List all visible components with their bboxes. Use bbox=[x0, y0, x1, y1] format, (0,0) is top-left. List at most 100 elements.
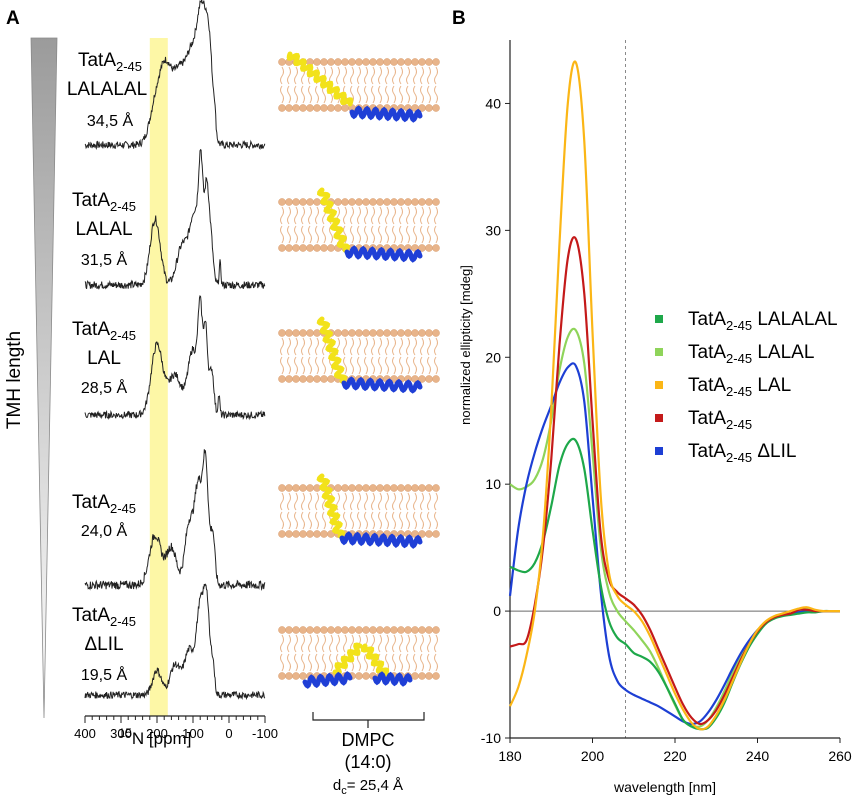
legend-swatch-0 bbox=[655, 315, 663, 323]
lipid-tail bbox=[434, 225, 438, 244]
lipid-tail bbox=[378, 634, 382, 653]
lipid-head bbox=[432, 530, 440, 538]
lipid-head bbox=[348, 58, 356, 66]
lipid-tail bbox=[427, 634, 431, 653]
cd-y-axis-label: normalized ellipticity [mdeg] bbox=[458, 265, 473, 425]
lipid-head bbox=[292, 484, 300, 492]
lipid-tail bbox=[287, 634, 291, 653]
lipid-head bbox=[425, 530, 433, 538]
amphipathic-helix bbox=[349, 105, 423, 123]
lipid-tail bbox=[308, 492, 312, 511]
cd-series-3 bbox=[509, 236, 840, 726]
lipid-tail bbox=[287, 356, 291, 375]
lipid-head bbox=[313, 329, 321, 337]
cd-series-0 bbox=[509, 437, 840, 731]
panel-b-label: B bbox=[452, 8, 466, 29]
lipid-head bbox=[404, 198, 412, 206]
row-0-variant: LALALAL bbox=[67, 79, 147, 100]
lipid-tail bbox=[350, 492, 354, 511]
lipid-tail bbox=[406, 206, 410, 225]
lipid-tail bbox=[343, 337, 347, 356]
lipid-tail bbox=[294, 337, 298, 356]
lipid-head bbox=[418, 672, 426, 680]
lipid-tail bbox=[329, 634, 333, 653]
lipid-head bbox=[376, 626, 384, 634]
lipid-tail bbox=[399, 511, 403, 530]
legend-swatch-4 bbox=[655, 447, 663, 455]
lipid-head bbox=[320, 58, 328, 66]
lipid-tail bbox=[357, 356, 361, 375]
lipid-tail bbox=[427, 492, 431, 511]
lipid-tail bbox=[420, 634, 424, 653]
nmr-tick-label: -100 bbox=[252, 726, 278, 741]
lipid-tail bbox=[315, 85, 319, 104]
lipid-head bbox=[320, 626, 328, 634]
lipid-tail bbox=[434, 492, 438, 511]
lipid-tail bbox=[287, 206, 291, 225]
lipid-head bbox=[334, 58, 342, 66]
lipid-tail bbox=[378, 206, 382, 225]
lipid-head bbox=[278, 104, 286, 112]
nmr-spectrum-1 bbox=[84, 148, 266, 291]
legend-label-4: TatA2-45 ΔLIL bbox=[688, 441, 796, 465]
lipid-head bbox=[313, 530, 321, 538]
lipid-tail bbox=[399, 634, 403, 653]
lipid-head bbox=[390, 484, 398, 492]
lipid-tail bbox=[385, 356, 389, 375]
lipid-head bbox=[292, 198, 300, 206]
cd-axes: -10 0 10 20 30 40 180 200 220 240 260 bbox=[481, 40, 852, 764]
lipid-tail bbox=[301, 225, 305, 244]
lipid-head bbox=[432, 484, 440, 492]
lipid-tail bbox=[413, 634, 417, 653]
lipid-tail bbox=[294, 492, 298, 511]
cd-y-tick-label: 20 bbox=[485, 349, 501, 365]
lipid-head bbox=[411, 198, 419, 206]
lipid-head bbox=[432, 58, 440, 66]
lipid-tail bbox=[364, 653, 368, 672]
lipid-tail bbox=[343, 634, 347, 653]
highlight-band bbox=[149, 38, 168, 716]
lipid-tail bbox=[399, 337, 403, 356]
lipid-head bbox=[411, 626, 419, 634]
lipid-tail bbox=[406, 85, 410, 104]
lipid-tail bbox=[385, 511, 389, 530]
lipid-tail bbox=[294, 653, 298, 672]
membrane-0 bbox=[278, 51, 440, 123]
lipid-head bbox=[418, 484, 426, 492]
lipid-head bbox=[341, 198, 349, 206]
lipid-head bbox=[292, 244, 300, 252]
cd-lines bbox=[508, 60, 840, 731]
lipid-tail bbox=[427, 85, 431, 104]
lipid-tail bbox=[420, 492, 424, 511]
lipid-head bbox=[278, 329, 286, 337]
lipid-tail bbox=[287, 225, 291, 244]
lipid-head bbox=[425, 329, 433, 337]
lipid-tail bbox=[294, 66, 298, 85]
lipid-tail bbox=[434, 85, 438, 104]
lipid-head bbox=[404, 329, 412, 337]
lipid-head bbox=[285, 626, 293, 634]
lipid-tail bbox=[427, 653, 431, 672]
lipid-head bbox=[285, 244, 293, 252]
lipid-head bbox=[362, 329, 370, 337]
lipid-tail bbox=[287, 511, 291, 530]
lipid-head bbox=[383, 626, 391, 634]
lipid-head bbox=[362, 198, 370, 206]
lipid-head bbox=[397, 329, 405, 337]
lipid-head bbox=[313, 198, 321, 206]
lipid-head bbox=[306, 626, 314, 634]
membrane-4 bbox=[278, 626, 440, 689]
lipid-head bbox=[313, 244, 321, 252]
legend-label-3: TatA2-45 bbox=[688, 408, 752, 432]
lipid-head bbox=[383, 198, 391, 206]
lipid-tail bbox=[413, 653, 417, 672]
lipid-tail bbox=[294, 225, 298, 244]
lipid-tail bbox=[322, 85, 326, 104]
lipid-head bbox=[390, 198, 398, 206]
lipid-head bbox=[362, 672, 370, 680]
lipid-tail bbox=[420, 85, 424, 104]
lipid-tail bbox=[399, 85, 403, 104]
panel-a-label: A bbox=[6, 8, 20, 29]
lipid-tail bbox=[392, 356, 396, 375]
row-1-name: TatA2-45 bbox=[72, 190, 136, 214]
